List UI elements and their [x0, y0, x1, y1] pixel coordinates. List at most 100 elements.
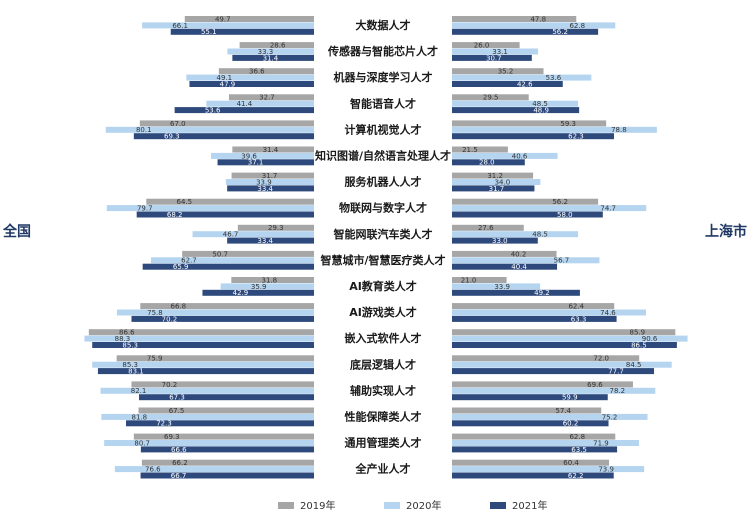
left-value-label: 39.6: [241, 152, 257, 160]
right-bar-2021年: [452, 28, 599, 35]
left-value-label: 70.2: [162, 381, 178, 389]
right-bar-2019年: [452, 407, 602, 414]
left-bar-2021年: [227, 185, 314, 192]
right-bar-2021年: [452, 342, 677, 348]
right-value-label: 56.2: [552, 198, 568, 206]
category-label: 全产业人才: [355, 462, 411, 476]
right-value-label: 40.6: [512, 152, 528, 160]
left-bar-2020年: [192, 231, 314, 238]
left-value-label: 55.1: [201, 28, 217, 36]
left-bar-2021年: [97, 368, 314, 375]
right-bar-2021年: [452, 107, 580, 114]
category-label: 嵌入式软件人才: [345, 331, 422, 345]
left-value-label: 75.8: [147, 309, 163, 317]
left-bar-2021年: [131, 315, 314, 322]
right-bar-2021年: [452, 472, 614, 479]
left-value-label: 66.1: [172, 22, 188, 30]
right-bar-2019年: [452, 433, 616, 440]
left-value-label: 62.7: [181, 257, 197, 265]
left-bar-2019年: [228, 94, 314, 101]
left-bar-2019年: [237, 224, 314, 231]
right-bar-2020年: [452, 413, 648, 420]
category-label: 大数据人才: [356, 18, 411, 32]
right-value-label: 86.5: [631, 341, 647, 349]
right-bar-2020年: [452, 100, 579, 107]
left-value-label: 81.8: [132, 413, 148, 421]
right-bar-2020年: [452, 309, 646, 316]
right-bar-2020年: [452, 387, 656, 394]
category-label: 服务机器人人才: [345, 175, 422, 189]
left-side-label: 全国: [2, 223, 31, 240]
left-value-label: 67.0: [170, 120, 186, 128]
right-value-label: 74.6: [600, 309, 616, 317]
left-value-label: 41.4: [237, 100, 253, 108]
category-label: 通用管理类人才: [345, 436, 422, 450]
right-value-label: 56.2: [552, 28, 568, 36]
left-bar-2019年: [139, 120, 314, 127]
left-value-label: 80.7: [134, 439, 150, 447]
left-bar-2020年: [225, 179, 314, 185]
right-value-label: 34.0: [495, 178, 511, 186]
left-bar-2020年: [220, 283, 314, 290]
left-bar-2021年: [126, 420, 315, 427]
right-value-label: 84.5: [626, 361, 642, 369]
right-side-label: 上海市: [705, 223, 747, 240]
left-bar-2021年: [170, 28, 314, 35]
right-bar-2019年: [452, 250, 557, 257]
left-bar-2020年: [142, 22, 314, 29]
left-value-label: 69.3: [164, 433, 180, 441]
right-bar-2019年: [452, 172, 534, 179]
right-value-label: 28.0: [479, 159, 495, 167]
left-bar-2020年: [114, 466, 314, 473]
left-value-label: 75.9: [147, 355, 163, 363]
left-bar-2019年: [218, 68, 314, 75]
right-bar-2019年: [452, 277, 507, 283]
left-value-label: 31.8: [262, 276, 278, 284]
left-bar-2021年: [133, 133, 314, 140]
bar-groups: 49.766.155.147.862.856.228.633.331.426.0…: [84, 15, 688, 480]
left-bar-2020年: [206, 100, 314, 107]
legend-swatch: [490, 502, 506, 509]
left-bar-2021年: [142, 263, 314, 270]
right-value-label: 78.8: [611, 126, 627, 134]
right-bar-2021年: [452, 394, 608, 401]
left-value-label: 33.3: [258, 48, 274, 56]
left-bar-2021年: [92, 342, 314, 348]
right-value-label: 72.0: [593, 355, 609, 363]
left-bar-2020年: [100, 387, 314, 394]
right-bar-2019年: [452, 94, 529, 101]
right-bar-2020年: [452, 335, 688, 342]
right-value-label: 85.9: [630, 329, 646, 337]
right-value-label: 30.7: [486, 54, 502, 62]
right-value-label: 48.9: [533, 107, 549, 115]
right-bar-2019年: [452, 146, 508, 153]
left-bar-2020年: [101, 413, 314, 420]
right-value-label: 27.6: [478, 224, 494, 232]
right-value-label: 77.7: [608, 368, 624, 376]
right-bar-2019年: [452, 329, 676, 336]
right-bar-2020年: [452, 48, 539, 55]
left-value-label: 35.9: [251, 283, 267, 291]
left-value-label: 46.7: [223, 231, 239, 239]
left-bar-2021年: [232, 54, 314, 61]
right-bar-2021年: [452, 420, 609, 427]
left-bar-2021年: [174, 107, 314, 114]
right-value-label: 63.3: [571, 315, 587, 323]
left-bar-2021年: [227, 237, 314, 244]
right-bar-2020年: [452, 440, 639, 446]
right-bar-2020年: [452, 283, 541, 290]
right-value-label: 62.3: [568, 133, 584, 141]
legend-label: 2021年: [512, 499, 547, 512]
right-bar-2021年: [452, 159, 525, 166]
right-bar-2021年: [452, 185, 535, 192]
category-label: 辅助实现人才: [350, 383, 416, 397]
legend-label: 2020年: [406, 499, 441, 512]
right-bar-2021年: [452, 315, 617, 322]
right-bar-2020年: [452, 361, 672, 368]
left-bar-2021年: [189, 81, 314, 87]
right-bar-2021年: [452, 211, 603, 218]
left-bar-2021年: [139, 394, 314, 401]
right-bar-2021年: [452, 289, 580, 296]
left-value-label: 72.3: [156, 420, 172, 428]
